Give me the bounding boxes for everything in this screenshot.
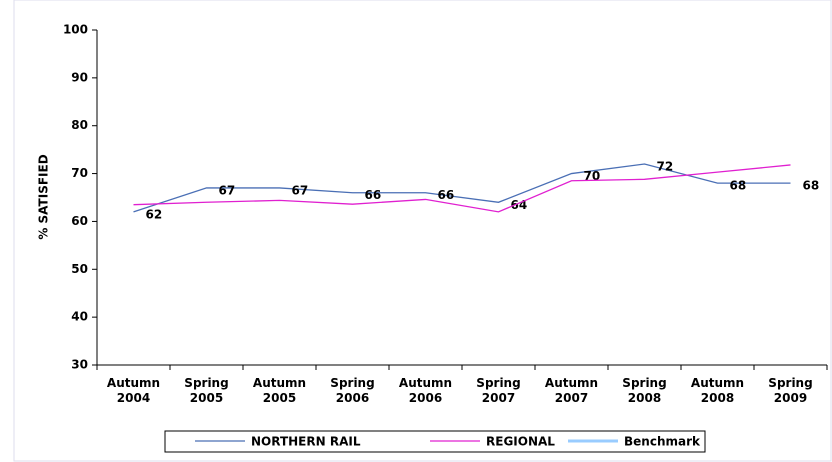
data-label: 62	[146, 207, 163, 221]
legend-label: Benchmark	[624, 435, 701, 449]
x-tick-label: Autumn 2008	[690, 376, 745, 405]
series-line	[133, 163, 791, 213]
data-label: 70	[584, 169, 601, 183]
x-tick-label: Spring 2006	[330, 376, 375, 405]
data-label: 68	[803, 179, 820, 193]
y-tick-label: 100	[63, 23, 88, 37]
legend-label: REGIONAL	[486, 435, 555, 449]
x-tick-label: Autumn 2007	[544, 376, 599, 405]
data-label: 64	[511, 198, 528, 212]
legend-label: NORTHERN RAIL	[251, 435, 361, 449]
y-tick-label: 80	[71, 118, 88, 132]
x-tick-label: Autumn 2004	[106, 376, 161, 405]
data-label: 72	[657, 160, 674, 174]
y-tick-label: 70	[71, 166, 88, 180]
data-label: 66	[365, 188, 382, 202]
y-tick-label: 60	[71, 214, 88, 228]
series-line	[133, 164, 791, 213]
x-tick-label: Autumn 2006	[398, 376, 453, 405]
y-axis-title: % SATISFIED	[37, 154, 51, 239]
data-label: 66	[438, 188, 455, 202]
data-label: 67	[219, 183, 236, 197]
x-tick-label: Autumn 2005	[252, 376, 307, 405]
data-label: 68	[730, 179, 747, 193]
x-tick-label: Spring 2007	[476, 376, 521, 405]
legend-box	[164, 430, 706, 453]
x-tick-label: Spring 2009	[768, 376, 813, 405]
y-tick-label: 50	[71, 262, 88, 276]
y-tick-label: 30	[71, 358, 88, 372]
y-tick-label: 40	[71, 310, 88, 324]
x-tick-label: Spring 2005	[184, 376, 229, 405]
data-label: 67	[292, 183, 309, 197]
y-tick-label: 90	[71, 70, 88, 84]
chart-frame	[13, 0, 832, 462]
x-tick-label: Spring 2008	[622, 376, 667, 405]
